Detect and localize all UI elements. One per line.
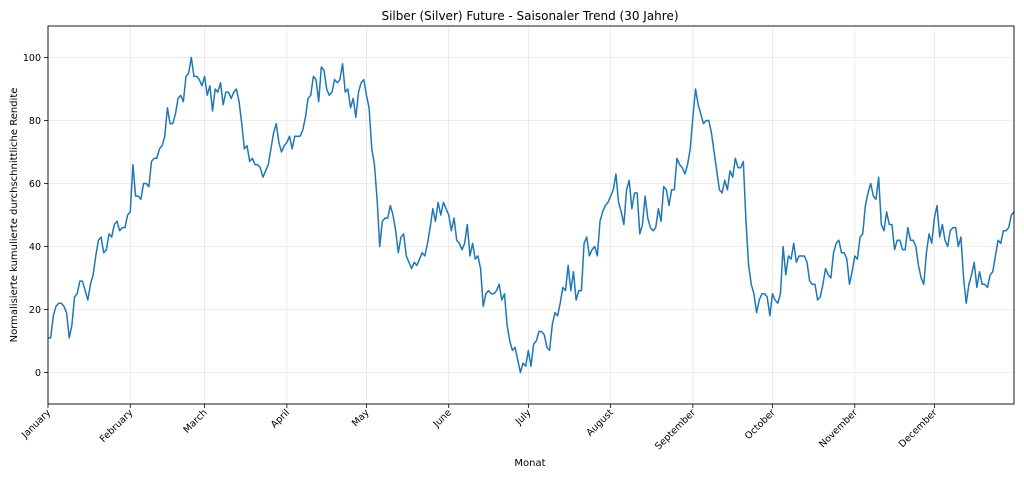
x-tick-label: September	[653, 407, 698, 452]
gridlines	[47, 26, 1014, 404]
x-tick-label: November	[817, 407, 860, 450]
y-axis-label: Normalisierte kumulierte durchschnittlic…	[9, 88, 20, 343]
x-axis: January February March April May June July Augu…	[19, 404, 940, 452]
x-tick-label: May	[350, 407, 372, 429]
x-tick-label: June	[431, 407, 454, 430]
chart-title: Silber (Silver) Future - Saisonaler Tren…	[381, 9, 678, 23]
x-axis-label: Monat	[514, 458, 545, 469]
series-line	[48, 56, 1015, 374]
x-tick-label: December	[897, 407, 940, 450]
y-tick-label: 100	[23, 53, 41, 64]
x-tick-label: February	[98, 407, 136, 445]
x-tick-label: March	[181, 407, 209, 435]
y-tick-label: 80	[29, 116, 41, 127]
plot-frame	[47, 25, 1015, 405]
x-tick-label: January	[19, 407, 53, 441]
x-tick-label: April	[269, 407, 292, 430]
y-axis: 0 20 40 60 80 100	[23, 53, 48, 379]
x-tick-label: July	[513, 407, 534, 428]
x-tick-label: October	[743, 407, 778, 442]
y-tick-label: 20	[29, 305, 41, 316]
y-tick-label: 40	[29, 242, 41, 253]
y-tick-label: 0	[35, 368, 41, 379]
x-tick-label: August	[584, 407, 615, 438]
y-tick-label: 60	[29, 179, 41, 190]
